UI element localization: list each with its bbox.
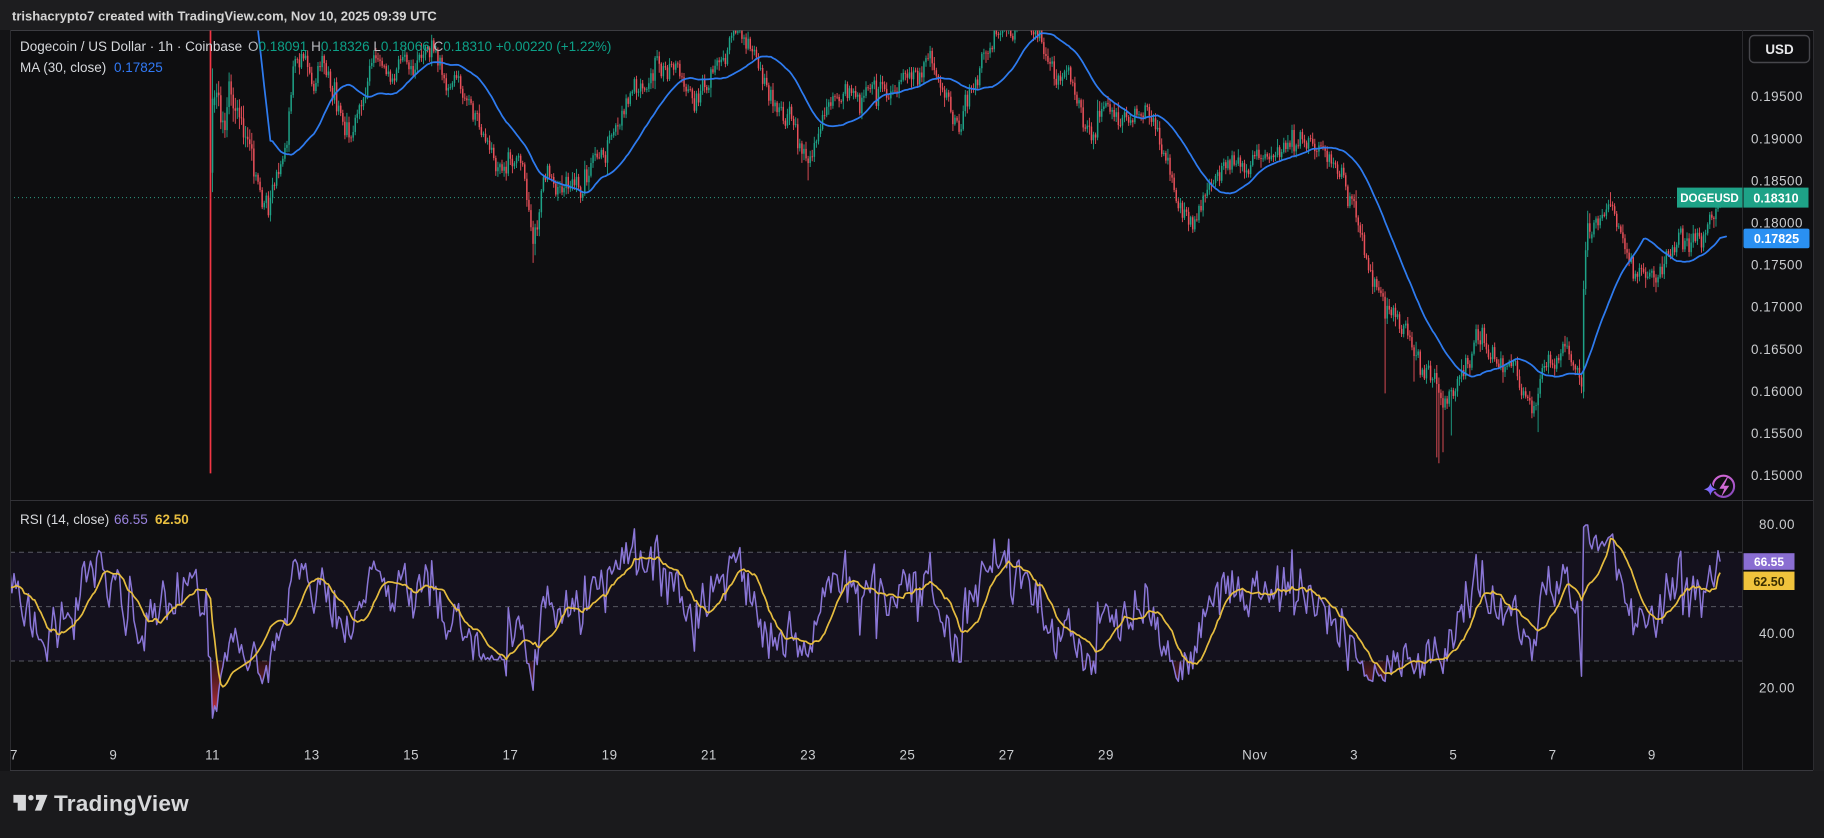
svg-text:11: 11 [205, 748, 220, 763]
svg-text:trishacrypto7 created with Tra: trishacrypto7 created with TradingView.c… [12, 9, 437, 24]
svg-text:DOGEUSD: DOGEUSD [1680, 192, 1739, 205]
svg-text:62.50: 62.50 [155, 512, 189, 527]
svg-text:0.18000: 0.18000 [1751, 216, 1803, 231]
svg-text:80.00: 80.00 [1759, 517, 1795, 532]
svg-text:29: 29 [1098, 748, 1114, 763]
svg-text:40.00: 40.00 [1759, 626, 1795, 641]
svg-text:MA (30, close): MA (30, close) [20, 60, 106, 75]
svg-text:0.17500: 0.17500 [1751, 258, 1803, 273]
svg-text:0.18310: 0.18310 [1753, 191, 1798, 205]
svg-text:0.16000: 0.16000 [1751, 384, 1803, 399]
svg-text:0.17825: 0.17825 [114, 60, 163, 75]
svg-text:17: 17 [502, 748, 518, 763]
svg-text:0.15000: 0.15000 [1751, 468, 1803, 483]
svg-text:0.17000: 0.17000 [1751, 300, 1803, 315]
svg-text:62.50: 62.50 [1753, 575, 1784, 589]
svg-text:0.19500: 0.19500 [1751, 89, 1803, 104]
svg-text:0.16500: 0.16500 [1751, 342, 1803, 357]
svg-text:20.00: 20.00 [1759, 680, 1795, 695]
svg-text:66.55: 66.55 [114, 512, 148, 527]
svg-text:5: 5 [1449, 748, 1457, 763]
svg-text:O0.18091 H0.18326 L0.18066: O0.18091 H0.18326 L0.18066 C0.18310 +0.0… [248, 39, 611, 54]
svg-text:RSI (14, close): RSI (14, close) [20, 512, 109, 527]
svg-text:0.15500: 0.15500 [1751, 426, 1803, 441]
svg-text:25: 25 [899, 748, 915, 763]
svg-text:19: 19 [602, 748, 618, 763]
svg-text:Nov: Nov [1242, 748, 1267, 763]
svg-text:0.17825: 0.17825 [1754, 232, 1799, 246]
svg-text:3: 3 [1350, 748, 1358, 763]
svg-text:7: 7 [10, 748, 18, 763]
svg-text:9: 9 [1648, 748, 1656, 763]
svg-text:0.18500: 0.18500 [1751, 173, 1803, 188]
svg-text:27: 27 [999, 748, 1015, 763]
svg-text:Dogecoin / US Dollar · 1h · Co: Dogecoin / US Dollar · 1h · Coinbase [20, 39, 242, 54]
svg-text:21: 21 [701, 748, 717, 763]
svg-text:USD: USD [1765, 42, 1794, 57]
svg-text:15: 15 [403, 748, 419, 763]
svg-text:9: 9 [109, 748, 117, 763]
svg-text:66.55: 66.55 [1754, 555, 1784, 569]
svg-text:23: 23 [800, 748, 816, 763]
svg-text:7: 7 [1549, 748, 1557, 763]
svg-text:TradingView: TradingView [54, 791, 189, 816]
svg-text:0.19000: 0.19000 [1751, 131, 1803, 146]
svg-text:13: 13 [304, 748, 320, 763]
